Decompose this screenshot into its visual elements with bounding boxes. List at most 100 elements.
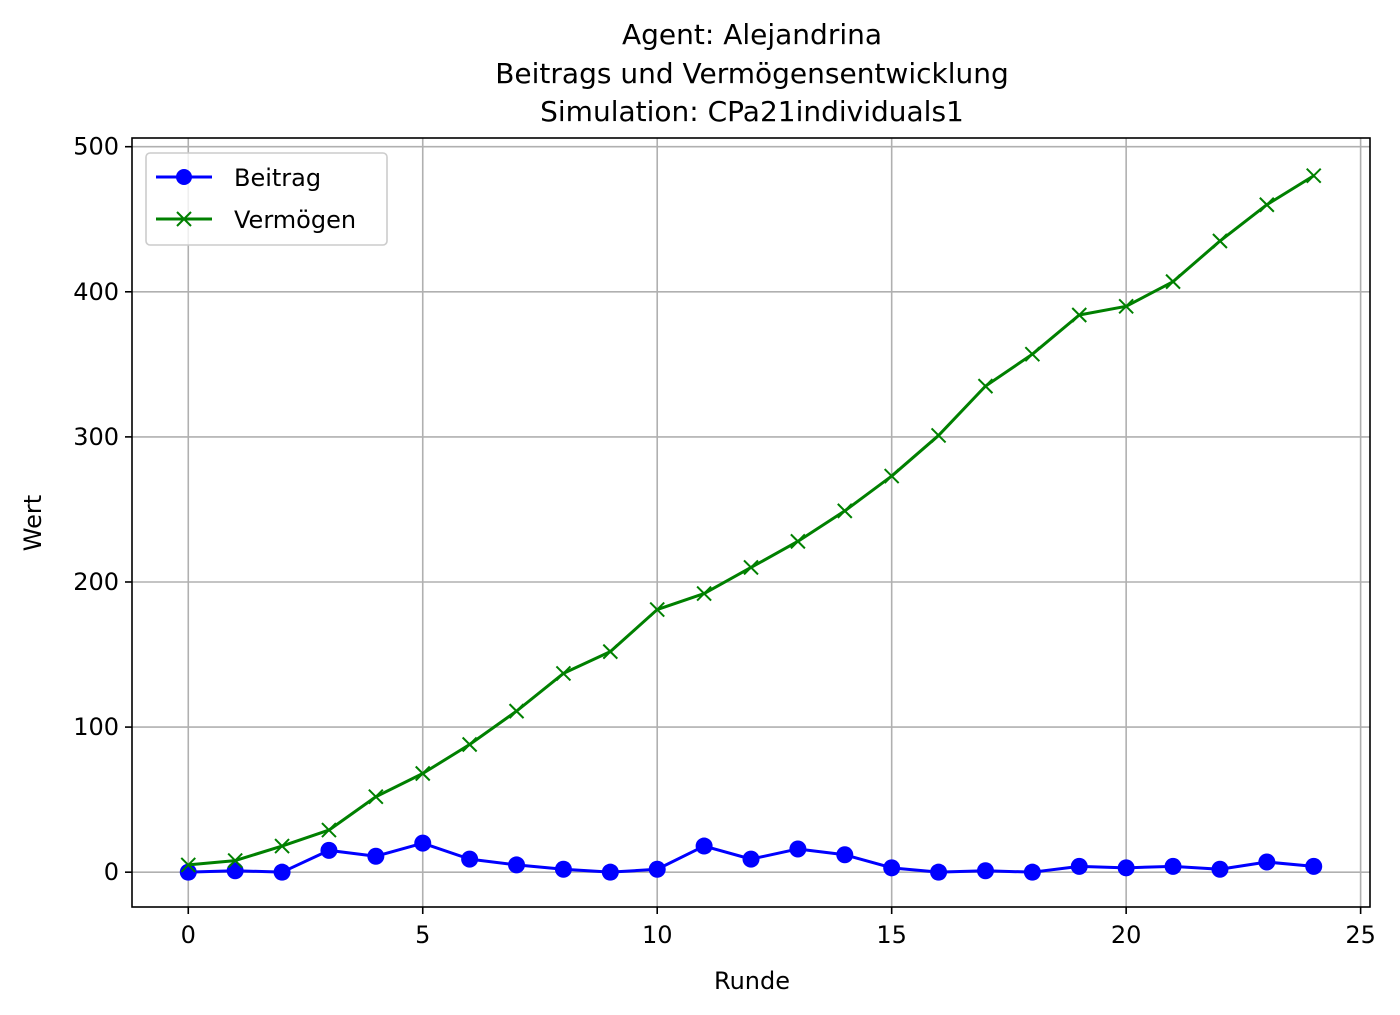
data-point-beitrag bbox=[320, 841, 338, 859]
data-point-beitrag bbox=[508, 856, 526, 874]
data-point-beitrag bbox=[414, 834, 432, 852]
x-marker-stroke bbox=[1306, 168, 1322, 184]
x-marker-stroke bbox=[368, 789, 384, 805]
data-point-vermoegen bbox=[508, 703, 525, 719]
x-tick-label: 15 bbox=[876, 921, 907, 949]
grid-lines bbox=[132, 138, 1370, 907]
x-tick-label: 5 bbox=[415, 921, 430, 949]
y-tick-label: 400 bbox=[73, 278, 119, 306]
data-point-beitrag bbox=[367, 847, 385, 865]
data-point-beitrag bbox=[1023, 863, 1041, 881]
data-point-beitrag bbox=[742, 850, 760, 868]
data-point-beitrag bbox=[601, 863, 619, 881]
x-marker-stroke bbox=[790, 533, 806, 550]
data-point-beitrag bbox=[789, 840, 807, 858]
x-axis-label: Runde bbox=[714, 967, 790, 995]
x-marker-stroke bbox=[1212, 233, 1228, 249]
x-axis-ticks: 0 5 10 15 20 25 bbox=[181, 907, 1376, 949]
data-point-vermoegen bbox=[1259, 197, 1275, 213]
data-point-vermoegen bbox=[977, 378, 994, 394]
data-point-vermoegen bbox=[696, 585, 712, 602]
x-marker-stroke bbox=[1071, 307, 1087, 323]
data-point-vermoegen bbox=[837, 503, 853, 519]
data-point-vermoegen bbox=[602, 643, 619, 660]
x-marker-stroke bbox=[930, 427, 947, 444]
data-point-vermoegen bbox=[461, 736, 478, 753]
data-point-beitrag bbox=[273, 863, 291, 881]
data-point-vermoegen bbox=[1118, 298, 1134, 315]
x-marker-stroke bbox=[883, 468, 900, 484]
legend: Beitrag Vermögen bbox=[145, 152, 388, 246]
data-point-beitrag bbox=[836, 846, 854, 864]
x-marker-stroke bbox=[649, 601, 665, 618]
data-point-vermoegen bbox=[790, 533, 806, 550]
plot-frame bbox=[131, 137, 1371, 908]
title-line-3: Simulation: CPa21individuals1 bbox=[540, 95, 964, 128]
y-axis-label: Wert bbox=[19, 495, 47, 551]
x-marker-stroke bbox=[696, 585, 712, 602]
x-marker-stroke bbox=[743, 559, 759, 576]
y-tick-label: 300 bbox=[73, 423, 119, 451]
x-marker-stroke bbox=[461, 736, 478, 753]
y-tick-label: 0 bbox=[104, 858, 119, 886]
data-point-vermoegen bbox=[1165, 273, 1181, 290]
data-point-vermoegen bbox=[415, 765, 431, 782]
data-point-vermoegen bbox=[1024, 346, 1041, 362]
title-line-1: Agent: Alejandrina bbox=[622, 18, 882, 51]
title-line-2: Beitrags und Vermögensentwicklung bbox=[495, 57, 1009, 90]
data-point-vermoegen bbox=[555, 665, 572, 682]
x-marker-stroke bbox=[602, 643, 619, 660]
series-layer bbox=[179, 168, 1323, 881]
legend-marker-beitrag bbox=[176, 169, 192, 185]
data-point-vermoegen bbox=[227, 852, 243, 869]
data-point-vermoegen bbox=[180, 857, 196, 873]
y-tick-label: 100 bbox=[73, 713, 119, 741]
data-point-vermoegen bbox=[930, 427, 947, 444]
x-marker-stroke bbox=[180, 857, 196, 873]
data-point-vermoegen bbox=[321, 822, 337, 838]
y-tick-label: 500 bbox=[73, 133, 119, 161]
x-marker-stroke bbox=[321, 822, 337, 838]
legend-label-beitrag: Beitrag bbox=[234, 164, 321, 192]
data-point-beitrag bbox=[1305, 857, 1323, 875]
data-point-beitrag bbox=[1164, 857, 1182, 875]
x-marker-stroke bbox=[227, 852, 243, 869]
data-point-beitrag bbox=[695, 837, 713, 855]
x-marker-stroke bbox=[1024, 346, 1041, 362]
x-marker-stroke bbox=[555, 665, 572, 682]
data-point-beitrag bbox=[1258, 853, 1276, 871]
data-point-beitrag bbox=[1070, 857, 1088, 875]
data-point-beitrag bbox=[648, 860, 666, 878]
data-point-beitrag bbox=[976, 862, 994, 880]
x-marker-stroke bbox=[1165, 273, 1181, 290]
data-point-beitrag bbox=[461, 850, 479, 868]
x-marker-stroke bbox=[977, 378, 994, 394]
x-marker-stroke bbox=[508, 703, 525, 719]
data-point-beitrag bbox=[1117, 859, 1135, 877]
data-point-vermoegen bbox=[883, 468, 900, 484]
data-point-vermoegen bbox=[1212, 233, 1228, 249]
chart-title: Agent: Alejandrina Beitrags und Vermögen… bbox=[495, 18, 1009, 128]
x-marker-stroke bbox=[274, 838, 290, 854]
data-point-vermoegen bbox=[368, 789, 384, 805]
x-tick-label: 25 bbox=[1345, 921, 1376, 949]
x-marker-stroke bbox=[1259, 197, 1275, 213]
data-point-beitrag bbox=[883, 859, 901, 877]
data-point-vermoegen bbox=[274, 838, 290, 854]
data-point-beitrag bbox=[554, 860, 572, 878]
data-point-vermoegen bbox=[1071, 307, 1087, 323]
legend-label-vermoegen: Vermögen bbox=[234, 206, 356, 234]
x-tick-label: 10 bbox=[642, 921, 673, 949]
y-axis-ticks: 0 100 200 300 400 500 bbox=[73, 133, 132, 886]
x-marker-stroke bbox=[415, 765, 431, 782]
data-point-beitrag bbox=[930, 863, 948, 881]
x-tick-label: 20 bbox=[1111, 921, 1142, 949]
legend-marker-vermoegen bbox=[176, 211, 192, 227]
data-point-vermoegen bbox=[649, 601, 665, 618]
x-marker-stroke bbox=[837, 503, 853, 519]
x-tick-label: 0 bbox=[181, 921, 196, 949]
data-point-vermoegen bbox=[1306, 168, 1322, 184]
series-line-vermoegen bbox=[188, 174, 1315, 867]
x-marker-stroke bbox=[1118, 298, 1134, 315]
